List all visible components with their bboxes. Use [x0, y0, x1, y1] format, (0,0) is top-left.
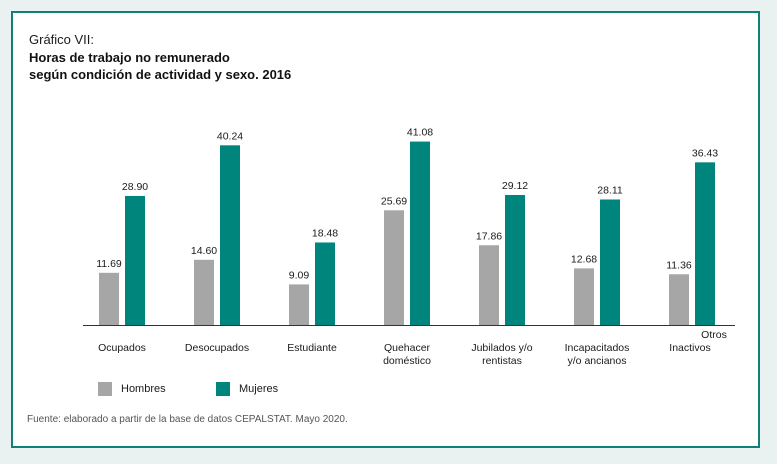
category-label-6-1: Inactivos	[669, 342, 710, 354]
category-label-5-0: Incapacitados	[565, 342, 630, 354]
chart-number: Gráfico VII:	[29, 32, 95, 47]
data-label-hombres-2: 9.09	[289, 269, 310, 281]
data-label-mujeres-0: 28.90	[122, 181, 148, 193]
bar-hombres-5	[574, 268, 594, 325]
chart-title-line-1: Horas de trabajo no remunerado	[29, 50, 230, 65]
bar-mujeres-3	[410, 141, 430, 325]
category-label-5-1: y/o ancianos	[568, 355, 627, 367]
data-label-hombres-0: 11.69	[96, 258, 122, 270]
bar-hombres-4	[479, 245, 499, 325]
data-label-mujeres-4: 29.12	[502, 180, 528, 192]
chart-title: Horas de trabajo no remunerado según con…	[29, 49, 291, 83]
bar-mujeres-5	[600, 199, 620, 325]
legend-item-mujeres: Mujeres	[216, 382, 278, 396]
category-label-4-0: Jubilados y/o	[471, 342, 532, 354]
bar-mujeres-2	[315, 242, 335, 325]
bar-hombres-2	[289, 284, 309, 325]
source-note: Fuente: elaborado a partir de la base de…	[27, 414, 348, 425]
category-label-3-1: doméstico	[383, 355, 431, 367]
legend-item-hombres: Hombres	[98, 382, 166, 396]
bar-hombres-0	[99, 272, 119, 325]
data-label-hombres-3: 25.69	[381, 195, 407, 207]
legend-swatch-hombres	[98, 382, 112, 396]
data-label-hombres-6: 11.36	[666, 259, 692, 271]
bar-mujeres-6	[695, 162, 715, 325]
legend-swatch-mujeres	[216, 382, 230, 396]
chart-card: Gráfico VII: Horas de trabajo no remuner…	[11, 11, 760, 448]
data-label-hombres-4: 17.86	[476, 230, 502, 242]
bar-hombres-3	[384, 210, 404, 325]
data-label-mujeres-2: 18.48	[312, 227, 338, 239]
data-label-mujeres-3: 41.08	[407, 127, 433, 139]
bar-chart: 11.69 28.90 Ocupados 14.60 40.24 Desocupados 9…	[83, 127, 735, 367]
data-label-hombres-5: 12.68	[571, 253, 597, 265]
legend-label-mujeres: Mujeres	[239, 383, 279, 395]
data-label-mujeres-6: 36.43	[692, 147, 718, 159]
bar-mujeres-1	[220, 145, 240, 325]
data-label-hombres-1: 14.60	[191, 245, 217, 257]
category-label-6-0: Otros	[701, 329, 727, 341]
bar-mujeres-0	[125, 195, 145, 325]
bar-hombres-6	[669, 274, 689, 325]
category-label-1-0: Desocupados	[185, 342, 249, 354]
category-label-3-0: Quehacer	[384, 342, 431, 354]
category-label-4-1: rentistas	[482, 355, 522, 367]
category-label-0-0: Ocupados	[98, 342, 146, 354]
category-label-2-0: Estudiante	[287, 342, 337, 354]
bar-hombres-1	[194, 259, 214, 325]
data-label-mujeres-5: 28.11	[597, 184, 623, 196]
bar-mujeres-4	[505, 194, 525, 325]
data-label-mujeres-1: 40.24	[217, 130, 243, 142]
legend-label-hombres: Hombres	[121, 383, 166, 395]
chart-title-line-2: según condición de actividad y sexo. 201…	[29, 67, 292, 82]
